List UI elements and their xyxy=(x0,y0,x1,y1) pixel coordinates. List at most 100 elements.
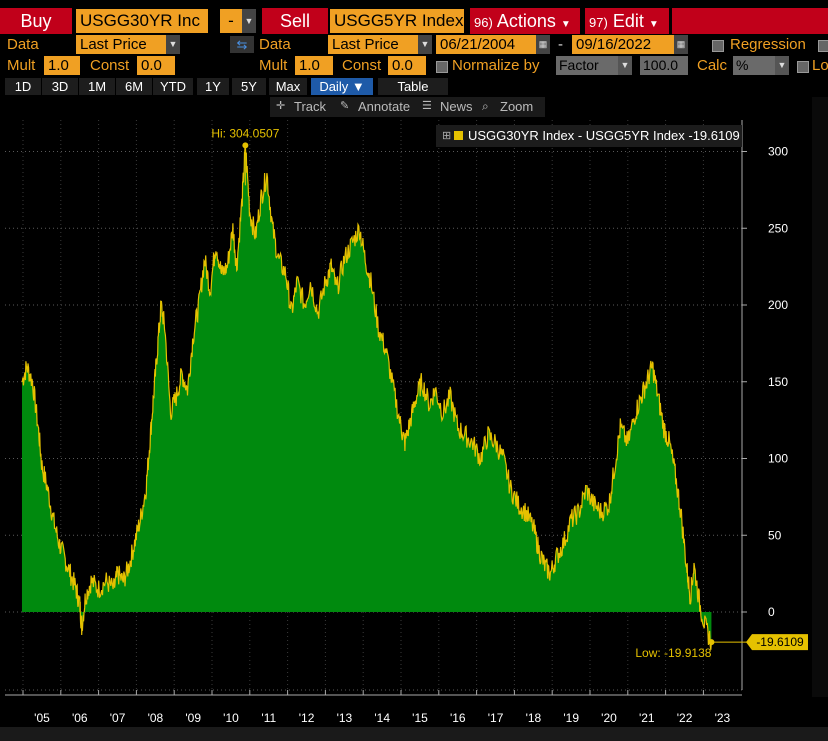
x-tick-label: '07 xyxy=(110,711,126,725)
edit-number: 97) xyxy=(589,15,608,30)
tab-max[interactable]: Max xyxy=(269,78,307,95)
tab-1y[interactable]: 1Y xyxy=(197,78,229,95)
chevron-down-icon: ▼ xyxy=(775,56,789,75)
spread-area-chart[interactable]: 0 50 100 150 200 250 300 '05 '06 '07 '08 '09 '10 '11… xyxy=(0,97,828,727)
x-tick-label: '11 xyxy=(261,711,276,725)
regression-checkbox[interactable] xyxy=(712,40,724,52)
normalize-select[interactable]: Factor ▼ xyxy=(556,56,632,75)
actions-label: Actions xyxy=(496,11,556,31)
spread-line xyxy=(21,142,712,650)
data-settings-row: Data Last Price ▼ ⇆ Data Last Price ▼ 06… xyxy=(0,35,828,55)
sell-button[interactable]: Sell xyxy=(262,8,328,34)
y-axis: 0 50 100 150 200 250 300 xyxy=(741,120,788,690)
zoom-button[interactable]: Zoom xyxy=(500,99,534,114)
chart-legend[interactable]: ⊞ USGG30YR Index - USGG5YR Index -19.610… xyxy=(436,125,742,147)
bottom-scrollbar[interactable] xyxy=(0,727,828,741)
y-tick-label: 150 xyxy=(768,375,788,389)
local-checkbox[interactable] xyxy=(797,61,809,73)
regression-label: Regression xyxy=(730,36,806,53)
period-tabs: 1D 3D 1M 6M YTD 1Y 5Y Max Daily ▼ Table xyxy=(0,77,828,96)
const-label-2: Const xyxy=(342,57,382,74)
x-tick-label: '23 xyxy=(715,711,731,725)
x-tick-label: '13 xyxy=(337,711,353,725)
tab-1m[interactable]: 1M xyxy=(79,78,115,95)
start-date-value: 06/21/2004 xyxy=(440,36,516,53)
edit-menu-button[interactable]: 97) Edit ▼ xyxy=(585,8,669,34)
tab-5y[interactable]: 5Y xyxy=(232,78,266,95)
calc-label: Calc xyxy=(697,57,728,74)
start-date-input[interactable]: 06/21/2004 ▦ xyxy=(436,35,550,54)
end-date-value: 09/16/2022 xyxy=(576,36,652,53)
actions-menu-button[interactable]: 96) Actions ▼ xyxy=(470,8,580,34)
spread-area-fill xyxy=(21,142,712,650)
tab-table[interactable]: Table xyxy=(378,78,448,95)
data-field-2-select[interactable]: Last Price ▼ xyxy=(328,35,432,54)
normalize-checkbox[interactable] xyxy=(436,61,448,73)
legend-text: USGG30YR Index - USGG5YR Index -19.6109 xyxy=(468,128,740,143)
calc-select[interactable]: % ▼ xyxy=(733,56,789,75)
tab-3d[interactable]: 3D xyxy=(42,78,78,95)
mult-1-input[interactable]: 1.0 xyxy=(44,56,80,75)
const-1-input[interactable]: 0.0 xyxy=(137,56,175,75)
chart-toolbar: ✛ Track ✎ Annotate ☰ News ⌕ Zoom xyxy=(270,97,545,117)
frequency-daily-select[interactable]: Daily ▼ xyxy=(311,78,373,95)
tab-ytd[interactable]: YTD xyxy=(153,78,193,95)
pencil-icon: ✎ xyxy=(340,100,350,112)
y-tick-label: 50 xyxy=(768,528,782,542)
mult-2-input[interactable]: 1.0 xyxy=(295,56,333,75)
x-tick-label: '21 xyxy=(639,711,655,725)
calc-value: % xyxy=(736,57,749,73)
quote-ticker-strip xyxy=(0,0,828,7)
chevron-down-icon: ▼ xyxy=(618,56,632,75)
magnifier-icon: ⌕ xyxy=(482,99,489,113)
news-icon: ☰ xyxy=(422,100,432,112)
factor-input[interactable]: 100.0 xyxy=(640,56,688,75)
end-date-input[interactable]: 09/16/2022 ▦ xyxy=(572,35,688,54)
data-field-1-value: Last Price xyxy=(80,36,147,53)
y-tick-label: 100 xyxy=(768,452,788,466)
crosshair-icon: ✛ xyxy=(276,100,286,112)
data-field-2-value: Last Price xyxy=(332,36,399,53)
x-tick-label: '14 xyxy=(374,711,390,725)
const-2-input[interactable]: 0.0 xyxy=(388,56,426,75)
chevron-down-icon: ▼ xyxy=(166,35,180,54)
buy-ticker-input[interactable]: USGG30YR Inc xyxy=(76,9,208,33)
calendar-icon[interactable]: ▦ xyxy=(536,35,550,54)
annotation-marks: Hi: 304.0507 Low: -19.9138 -19.6109 xyxy=(211,126,808,660)
operator-dropdown-icon[interactable]: ▼ xyxy=(242,9,256,33)
tab-6m[interactable]: 6M xyxy=(116,78,152,95)
x-tick-label: '08 xyxy=(148,711,164,725)
security-toolbar: Buy USGG30YR Inc - ▼ Sell USGG5YR Index … xyxy=(0,8,828,34)
mult-label-1: Mult xyxy=(7,57,36,74)
calendar-icon[interactable]: ▦ xyxy=(674,35,688,54)
annotate-button[interactable]: Annotate xyxy=(358,99,411,114)
x-tick-label: '17 xyxy=(488,711,504,725)
news-button[interactable]: News xyxy=(440,99,473,114)
y-tick-label: 0 xyxy=(768,605,775,619)
local-label: Loca xyxy=(812,57,828,74)
x-tick-label: '15 xyxy=(412,711,428,725)
track-button[interactable]: Track xyxy=(294,99,327,114)
operator-select[interactable]: - xyxy=(220,9,242,33)
x-tick-label: '12 xyxy=(299,711,315,725)
tab-1d[interactable]: 1D xyxy=(5,78,41,95)
chevron-down-icon: ▼ xyxy=(418,35,432,54)
x-tick-label: '20 xyxy=(601,711,617,725)
sell-ticker-input[interactable]: USGG5YR Index xyxy=(330,9,464,33)
last-value-label: -19.6109 xyxy=(756,635,804,649)
x-tick-label: '10 xyxy=(223,711,239,725)
buy-button[interactable]: Buy xyxy=(0,8,72,34)
actions-number: 96) xyxy=(474,15,493,30)
y-tick-label: 200 xyxy=(768,298,788,312)
data-field-1-select[interactable]: Last Price ▼ xyxy=(76,35,180,54)
extra-checkbox[interactable] xyxy=(818,40,828,52)
high-marker-dot xyxy=(242,142,249,149)
mult-settings-row: Mult 1.0 Const 0.0 Mult 1.0 Const 0.0 No… xyxy=(0,56,828,76)
x-tick-label: '09 xyxy=(185,711,201,725)
expand-icon[interactable]: ⊞ xyxy=(442,130,452,142)
actions-dropdown-icon: ▼ xyxy=(560,19,571,30)
swap-icon[interactable]: ⇆ xyxy=(230,36,254,53)
edit-label: Edit xyxy=(612,11,644,31)
normalize-label: Normalize by xyxy=(452,57,540,74)
edit-dropdown-icon: ▼ xyxy=(648,19,659,30)
